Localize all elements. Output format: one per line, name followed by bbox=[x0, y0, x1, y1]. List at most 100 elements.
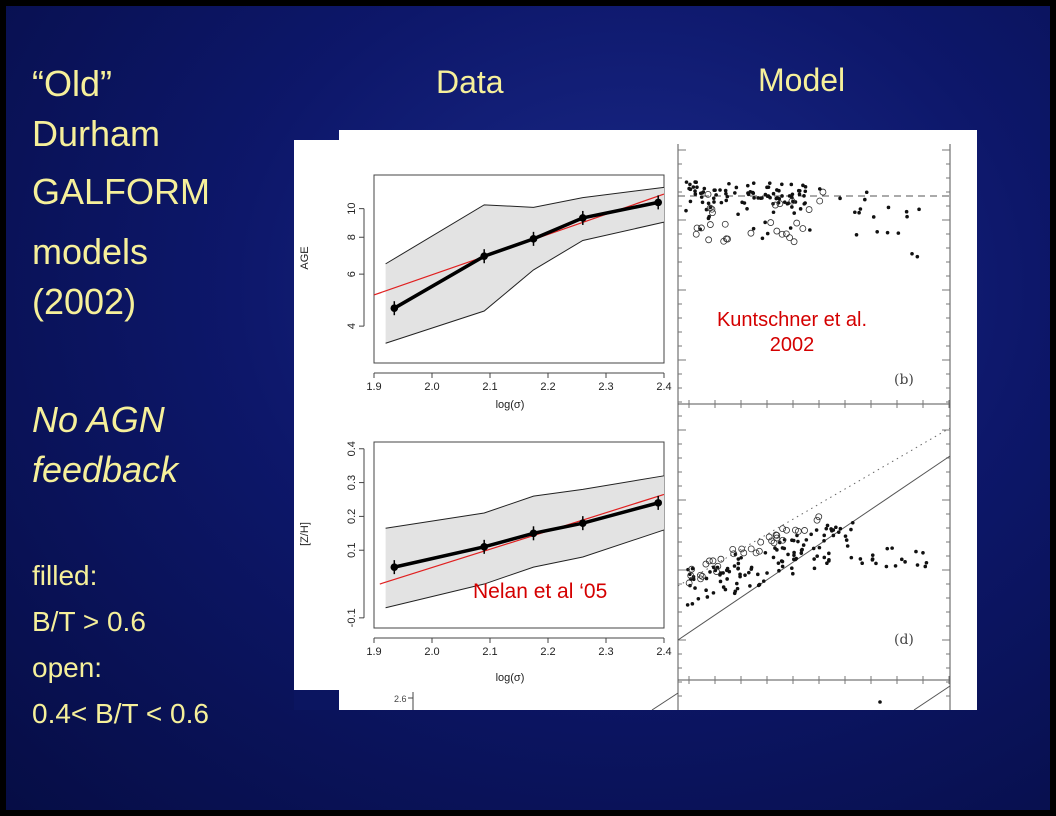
model-filled-point bbox=[896, 231, 901, 235]
model-filled-point bbox=[777, 568, 781, 573]
model-filled-point bbox=[812, 566, 817, 571]
model-filled-point bbox=[870, 553, 875, 557]
model-filled-point bbox=[690, 602, 695, 606]
model-open-point bbox=[771, 201, 779, 209]
model-filled-point bbox=[763, 550, 768, 555]
paper-data bbox=[294, 140, 977, 710]
model-filled-point bbox=[760, 236, 765, 241]
model-filled-point bbox=[899, 557, 904, 562]
model-filled-point bbox=[817, 187, 822, 191]
model-filled-point bbox=[693, 189, 697, 193]
model-filled-point bbox=[685, 603, 690, 607]
kuntschner-line1: Kuntschner et al. bbox=[717, 309, 867, 331]
model-filled-point bbox=[749, 567, 754, 571]
model-filled-point bbox=[751, 181, 756, 185]
model-filled-point bbox=[736, 566, 740, 571]
panel-b-label: (b) bbox=[894, 372, 914, 388]
model-filled-point bbox=[782, 200, 787, 204]
panel-d-label: (d) bbox=[894, 632, 914, 648]
model-filled-point bbox=[792, 553, 796, 558]
model-filled-point bbox=[890, 546, 894, 550]
x-tick-label: 1.9 bbox=[366, 381, 381, 393]
model-filled-point bbox=[777, 188, 781, 193]
model-filled-point bbox=[780, 182, 784, 187]
data-point bbox=[579, 214, 587, 222]
model-open-point bbox=[805, 206, 813, 213]
model-open-point bbox=[714, 562, 722, 570]
model-filled-point bbox=[757, 582, 762, 587]
model-filled-point bbox=[812, 557, 816, 561]
title-galform: GALFORM bbox=[32, 171, 211, 212]
model-filled-point bbox=[712, 188, 717, 193]
model-filled-point bbox=[798, 207, 803, 211]
data-point bbox=[480, 543, 488, 551]
model-filled-point bbox=[864, 190, 869, 195]
data-point bbox=[579, 519, 587, 527]
model-filled-point bbox=[860, 561, 864, 565]
data-point bbox=[654, 499, 662, 507]
model-filled-point bbox=[831, 533, 836, 538]
model-filled-point bbox=[734, 185, 739, 190]
model-filled-point bbox=[858, 207, 863, 211]
model-filled-point bbox=[915, 563, 920, 567]
model-open-point bbox=[720, 237, 728, 245]
model-filled-point bbox=[843, 534, 848, 538]
data-point bbox=[529, 529, 538, 538]
model-filled-point bbox=[917, 207, 921, 212]
model-filled-point bbox=[771, 210, 776, 215]
model-filled-point bbox=[910, 251, 914, 256]
model-filled-point bbox=[870, 557, 875, 561]
model-filled-point bbox=[688, 199, 693, 204]
model-open-point bbox=[692, 230, 700, 238]
model-filled-point bbox=[914, 549, 918, 554]
y-tick-label: -0.1 bbox=[346, 608, 358, 627]
model-filled-point bbox=[915, 254, 920, 259]
model-filled-point bbox=[885, 230, 890, 235]
model-filled-point bbox=[708, 570, 712, 574]
model-open-point bbox=[738, 545, 746, 553]
model-filled-point bbox=[735, 581, 739, 586]
model-filled-point bbox=[780, 194, 784, 198]
model-filled-point bbox=[763, 192, 768, 197]
x-tick-label: 2.0 bbox=[424, 646, 439, 658]
age-y-label: AGE bbox=[299, 246, 311, 269]
model-open-point bbox=[815, 513, 823, 521]
model-filled-point bbox=[924, 560, 929, 565]
model-filled-point bbox=[849, 555, 854, 560]
no-agn-text: No AGN bbox=[32, 399, 165, 440]
model-filled-point bbox=[801, 183, 805, 188]
model-filled-point bbox=[838, 196, 842, 201]
model-filled-point bbox=[704, 588, 708, 593]
model-filled-point bbox=[780, 546, 785, 550]
band-upper-line bbox=[385, 475, 665, 529]
open-value: 0.4< B/T < 0.6 bbox=[32, 698, 209, 729]
model-open-point bbox=[697, 575, 704, 583]
x-tick-label: 2.4 bbox=[656, 646, 671, 658]
model-filled-point bbox=[768, 195, 772, 200]
model-filled-point bbox=[700, 191, 705, 195]
model-filled-point bbox=[792, 550, 796, 555]
model-filled-point bbox=[736, 561, 741, 566]
model-filled-point bbox=[811, 546, 816, 551]
model-filled-point bbox=[845, 544, 850, 548]
x-tick-label: 1.9 bbox=[366, 646, 381, 658]
model-e-line bbox=[913, 685, 951, 710]
model-filled-point bbox=[803, 185, 808, 189]
model-filled-point bbox=[705, 595, 710, 599]
model-filled-point bbox=[745, 206, 749, 211]
zh-plot-frame bbox=[373, 441, 665, 629]
model-filled-point bbox=[743, 573, 747, 577]
model-filled-point bbox=[767, 181, 772, 185]
model-filled-point bbox=[875, 229, 879, 234]
model-filled-point bbox=[854, 233, 859, 237]
model-open-point bbox=[794, 527, 802, 535]
model-filled-point bbox=[797, 189, 802, 193]
model-filled-point bbox=[789, 566, 794, 571]
model-filled-point bbox=[773, 546, 777, 550]
y-tick-label: 0.3 bbox=[346, 475, 358, 490]
model-filled-point bbox=[732, 564, 737, 568]
metallicity-chart: 1.9 2.0 2.1 2.2 2.3 2.4 -0.1 0.1 0.2 0.3 0.4 [Z/H… bbox=[299, 441, 672, 684]
model-filled-point bbox=[799, 548, 804, 553]
model-filled-point bbox=[771, 191, 776, 196]
model-filled-point bbox=[849, 527, 853, 532]
